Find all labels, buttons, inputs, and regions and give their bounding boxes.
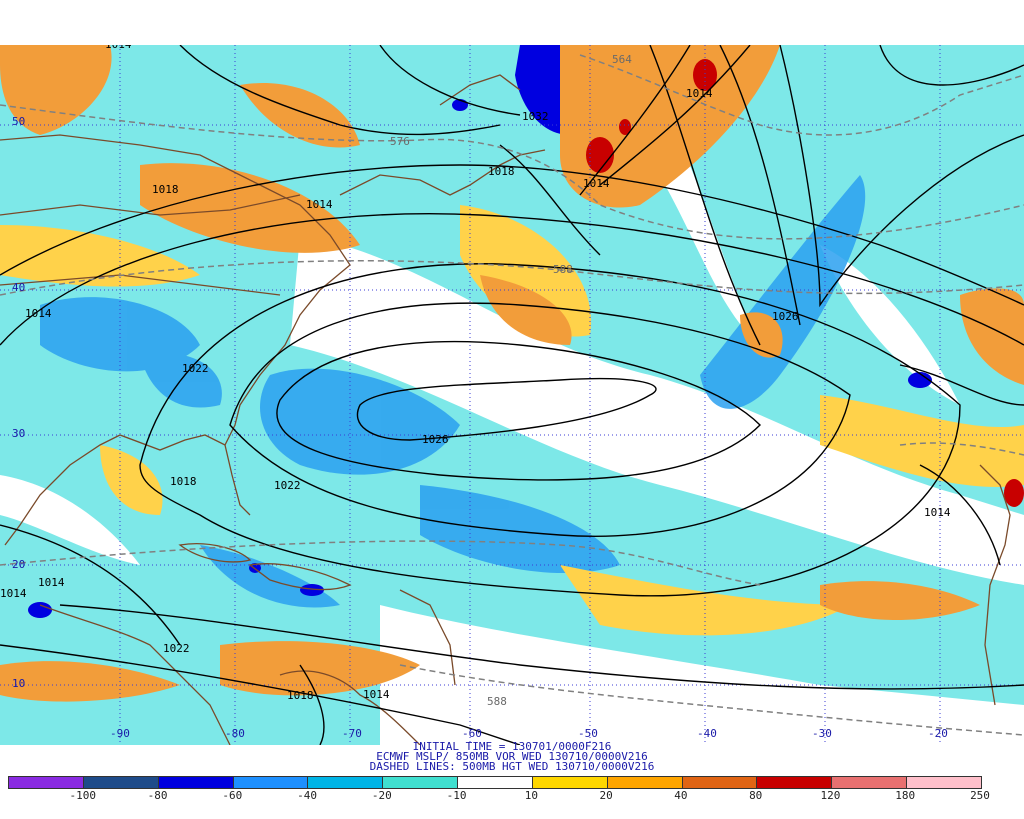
legend-tick: -20 bbox=[371, 789, 392, 802]
legend-swatch bbox=[907, 777, 981, 788]
legend-tick: -10 bbox=[446, 789, 467, 802]
color-legend-bar bbox=[8, 776, 982, 789]
isobar-label: 1022 bbox=[163, 642, 190, 655]
legend-swatch bbox=[607, 777, 683, 788]
isobars bbox=[0, 45, 1024, 745]
height-label: 588 bbox=[487, 695, 507, 708]
legend-swatch bbox=[233, 777, 309, 788]
isobar-label: 1026 bbox=[422, 433, 449, 446]
height-label: 588 bbox=[553, 263, 573, 276]
isobar-label: 1014 bbox=[38, 576, 65, 589]
legend-swatch bbox=[757, 777, 833, 788]
lat-label: 10 bbox=[12, 677, 25, 690]
legend-swatch bbox=[532, 777, 608, 788]
legend-swatch bbox=[383, 777, 459, 788]
isobar-label: 1014 bbox=[583, 177, 610, 190]
caption-dashed-lines: DASHED LINES: 500MB HGT WED 130710/0000V… bbox=[369, 760, 655, 773]
vorticity-neutral-areas bbox=[0, 85, 1024, 745]
lon-label: -50 bbox=[578, 727, 598, 740]
caption-title: ECMWF MSLP/ 850MB VOR WED 130710/0000V21… bbox=[376, 750, 648, 763]
height-label: 576 bbox=[390, 135, 410, 148]
isobar-label: 1018 bbox=[152, 183, 179, 196]
height-contours bbox=[0, 54, 1024, 736]
isobar-labels: 1014 1018 1014 1018 1014 1022 1026 1018 … bbox=[0, 45, 951, 702]
legend-swatch bbox=[458, 777, 533, 788]
map-canvas: 1014 1018 1014 1018 1014 1022 1026 1018 … bbox=[0, 45, 1024, 745]
lon-label: -40 bbox=[697, 727, 717, 740]
legend-tick: 120 bbox=[820, 789, 841, 802]
isobar-label: 1014 bbox=[105, 45, 132, 51]
legend-tick: 250 bbox=[970, 789, 990, 802]
lat-label: 30 bbox=[12, 427, 25, 440]
isobar-label: 1032 bbox=[522, 110, 549, 123]
isobar-label: 1018 bbox=[488, 165, 515, 178]
axis-labels: -90 -80 -70 -60 -50 -40 -30 -20 50 40 30… bbox=[12, 115, 948, 740]
lon-label: -20 bbox=[928, 727, 948, 740]
lon-label: -30 bbox=[812, 727, 832, 740]
isobar-label: 1018 bbox=[170, 475, 197, 488]
isobar-label: 1022 bbox=[182, 362, 209, 375]
isobar-label: 1014 bbox=[686, 87, 713, 100]
legend-tick: 80 bbox=[749, 789, 763, 802]
legend-tick: 10 bbox=[524, 789, 538, 802]
isobar-label: 1014 bbox=[924, 506, 951, 519]
legend-tick: 180 bbox=[895, 789, 916, 802]
legend-swatch bbox=[9, 777, 84, 788]
lon-label: -80 bbox=[225, 727, 245, 740]
isobar-label: 1014 bbox=[363, 688, 390, 701]
legend-tick: -60 bbox=[222, 789, 243, 802]
legend-swatch bbox=[83, 777, 159, 788]
legend-tick: 40 bbox=[674, 789, 688, 802]
isobar-label: 1014 bbox=[25, 307, 52, 320]
legend-swatch bbox=[682, 777, 758, 788]
isobar-label: 1014 bbox=[0, 587, 27, 600]
isobar-label: 1014 bbox=[306, 198, 333, 211]
lon-label: -60 bbox=[462, 727, 482, 740]
isobar-label: 1026 bbox=[772, 310, 799, 323]
legend-tick: -100 bbox=[69, 789, 97, 802]
legend-swatch bbox=[158, 777, 234, 788]
color-legend-ticks: -100 -80 -60 -40 -20 -10 10 20 40 80 120 180 250 bbox=[0, 789, 1024, 803]
coastlines bbox=[0, 74, 1011, 745]
legend-tick: -80 bbox=[147, 789, 168, 802]
caption-initial-time: INITIAL TIME = 130701/0000F216 bbox=[412, 740, 612, 753]
isobar-label: 1022 bbox=[274, 479, 301, 492]
legend-tick: -40 bbox=[297, 789, 317, 802]
map-caption: INITIAL TIME = 130701/0000F216 ECMWF MSL… bbox=[0, 740, 1024, 773]
height-labels: 564 576 588 588 bbox=[390, 53, 632, 708]
lon-label: -90 bbox=[110, 727, 130, 740]
legend-swatch bbox=[832, 777, 908, 788]
lat-label: 40 bbox=[12, 281, 25, 294]
height-label: 564 bbox=[612, 53, 632, 66]
legend-swatch bbox=[308, 777, 384, 788]
vorticity-strong-positive bbox=[586, 59, 1024, 507]
graticule bbox=[0, 45, 1024, 745]
isobar-label: 1018 bbox=[287, 689, 314, 702]
weather-map: 1014 1018 1014 1018 1014 1022 1026 1018 … bbox=[0, 45, 1024, 745]
legend-tick: 20 bbox=[599, 789, 613, 802]
vorticity-weak-positive bbox=[0, 205, 1024, 636]
lon-label: -70 bbox=[342, 727, 362, 740]
lat-label: 50 bbox=[12, 115, 25, 128]
lat-label: 20 bbox=[12, 558, 25, 571]
